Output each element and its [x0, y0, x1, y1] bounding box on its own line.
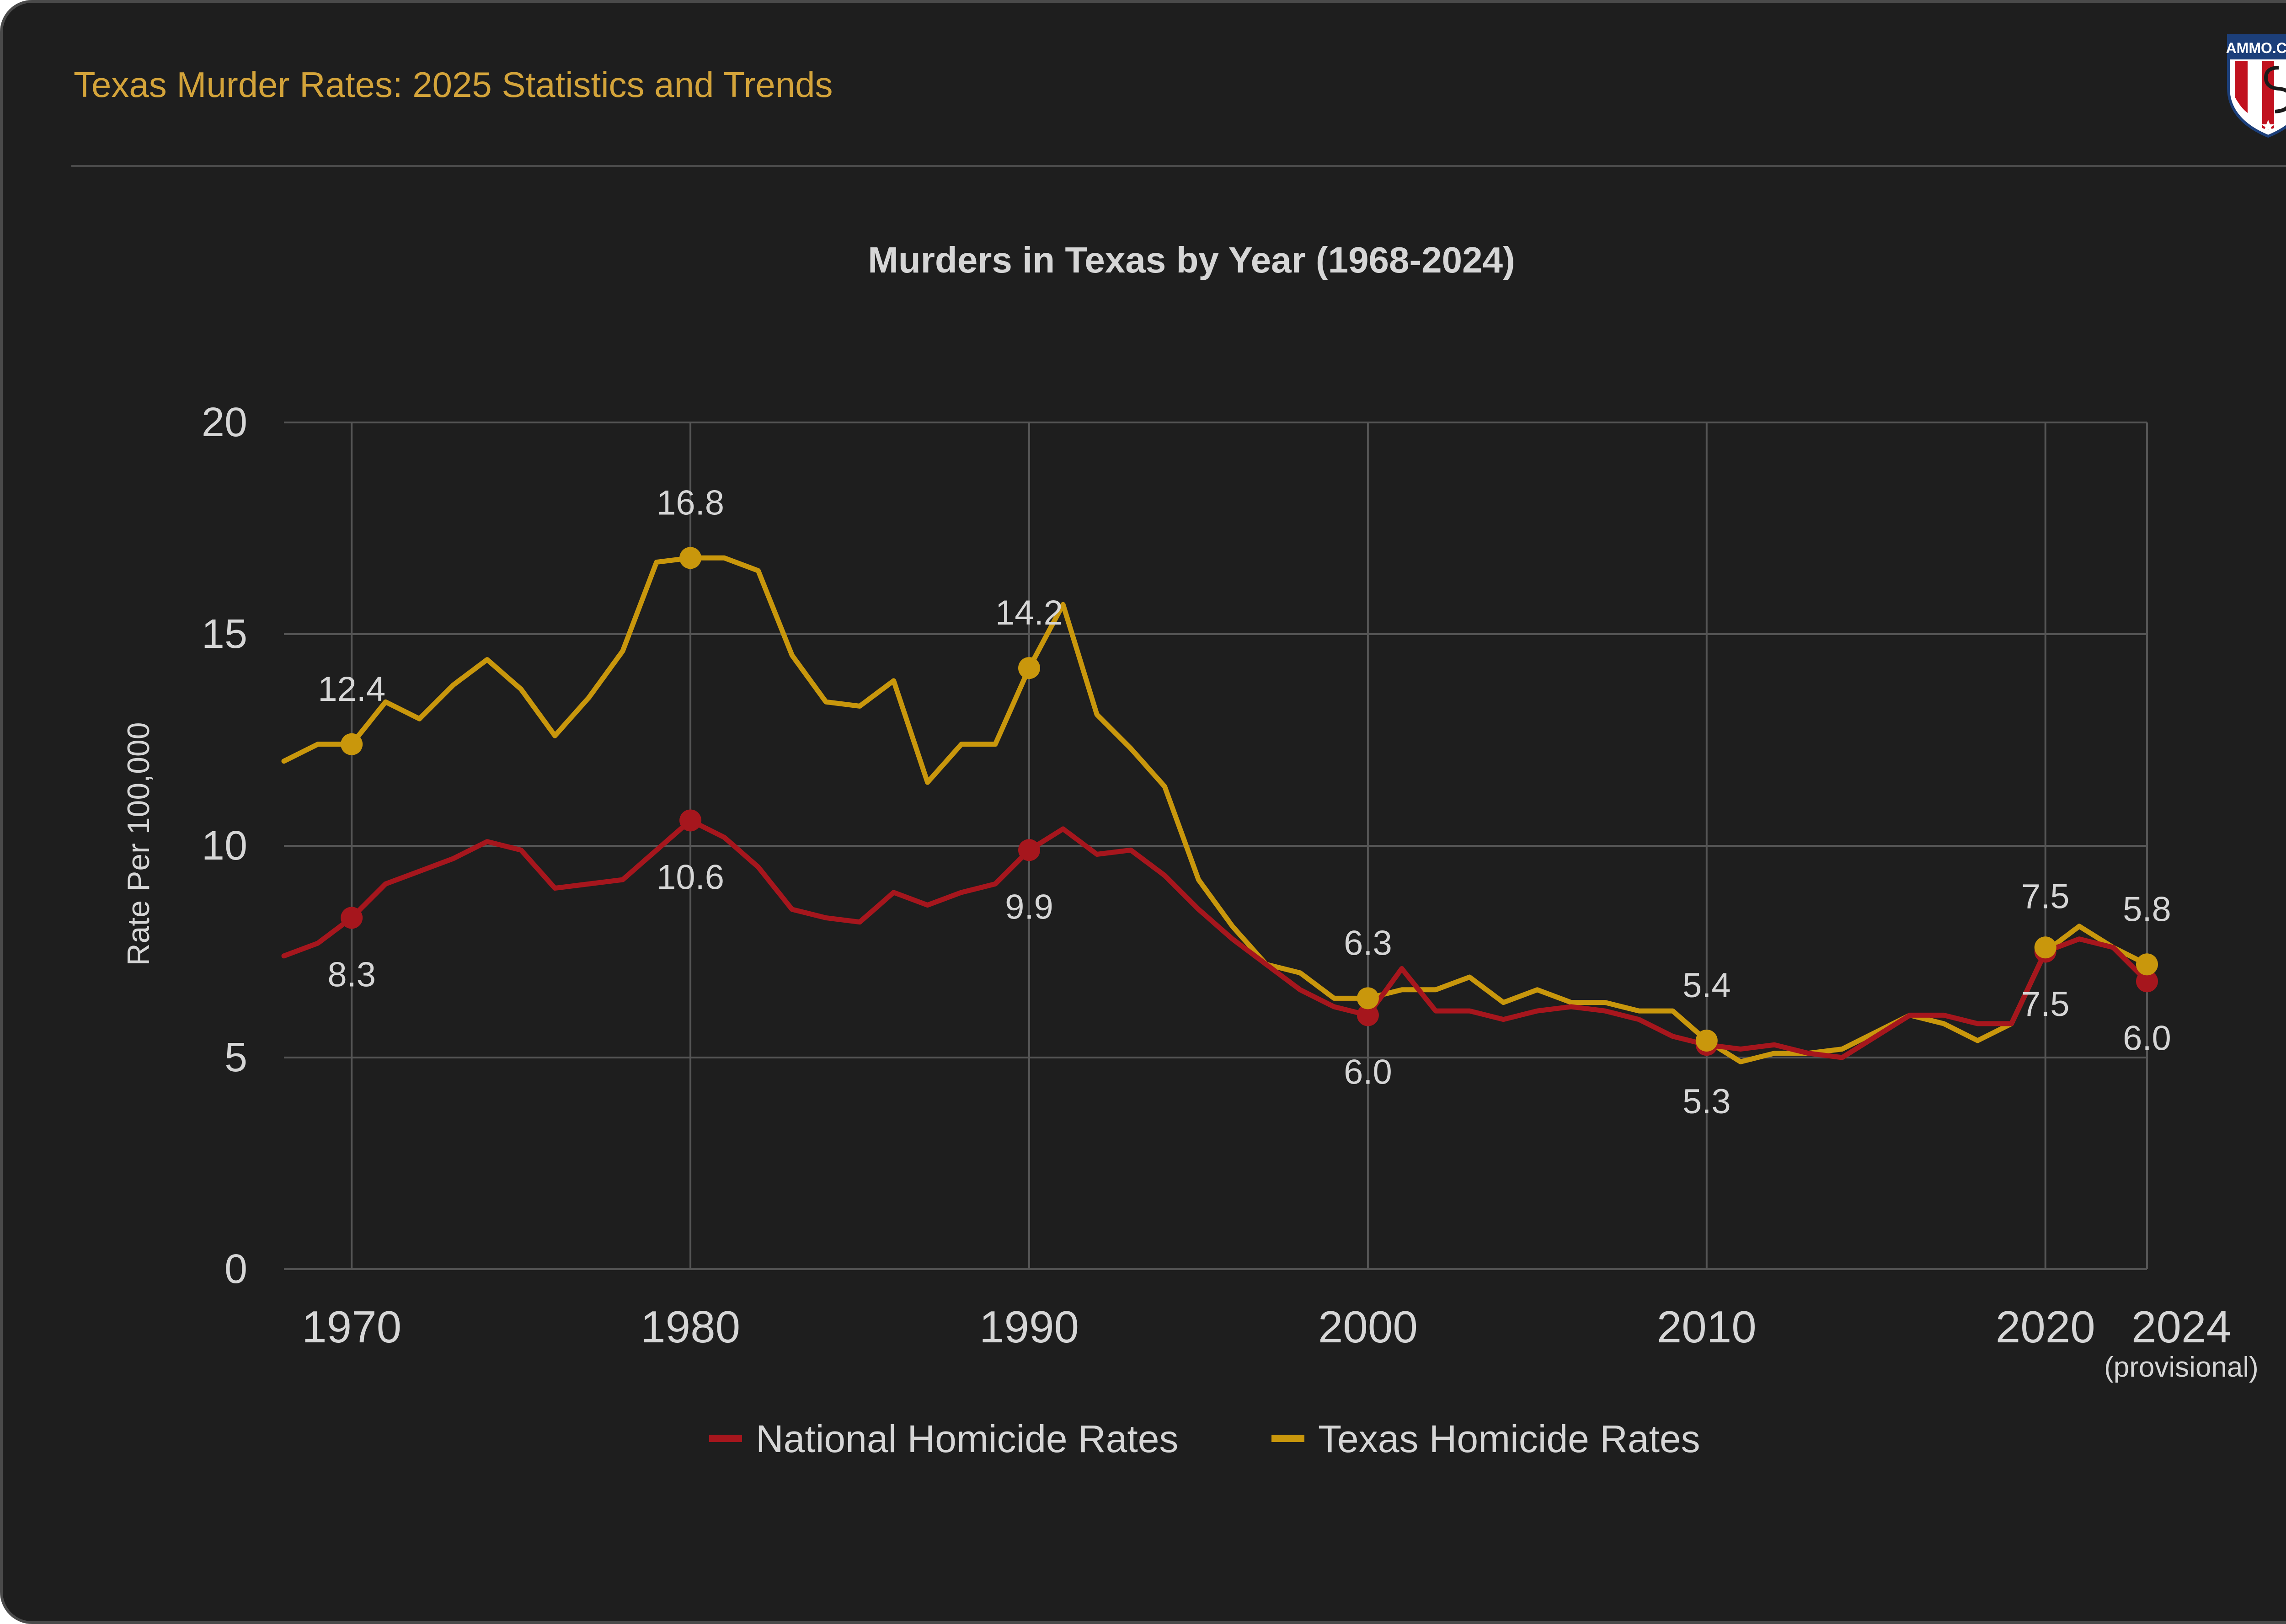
national-data-label: 5.3 — [1682, 1082, 1731, 1121]
texas-data-label: 5.4 — [1682, 966, 1731, 1005]
y-tick-label: 0 — [224, 1246, 247, 1292]
texas-data-label: 12.4 — [318, 670, 385, 709]
national-point-marker — [1018, 839, 1040, 861]
x-tick-label: 1990 — [979, 1302, 1079, 1352]
x-tick-label: 2020 — [1996, 1302, 2095, 1352]
legend-label: Texas Homicide Rates — [1318, 1417, 1700, 1460]
national-data-label: 6.0 — [1344, 1052, 1392, 1091]
header-divider — [71, 165, 2286, 167]
texas-point-marker — [2034, 936, 2056, 959]
y-tick-label: 5 — [224, 1035, 247, 1080]
texas-point-marker — [1357, 987, 1379, 1010]
national-point-marker — [2136, 970, 2158, 993]
x-tick-label: 1970 — [302, 1302, 401, 1352]
line-chart: Murders in Texas by Year (1968-2024) Rat… — [121, 240, 2259, 1460]
national-data-label: 7.5 — [2021, 877, 2070, 916]
national-series-line — [281, 817, 2150, 1060]
national-data-label: 8.3 — [327, 955, 376, 994]
x-tick-label: 2024 — [2131, 1302, 2231, 1352]
texas-data-label: 16.8 — [657, 483, 724, 522]
national-data-label: 10.6 — [657, 858, 724, 897]
national-point-marker — [341, 907, 363, 929]
texas-point-marker — [2136, 953, 2158, 976]
logo-text: AMMO.COM — [2226, 40, 2286, 56]
legend: National Homicide Rates Texas Homicide Ra… — [709, 1417, 1700, 1460]
series-lines — [281, 547, 2158, 1064]
y-tick-label: 15 — [202, 611, 247, 657]
y-tick-label: 20 — [202, 400, 247, 445]
national-point-marker — [679, 809, 702, 832]
x-tick-sublabel: (provisional) — [2104, 1352, 2259, 1383]
x-tick-label: 1980 — [641, 1302, 740, 1352]
texas-series-line — [281, 555, 2150, 1064]
legend-label: National Homicide Rates — [756, 1417, 1178, 1460]
texas-point-marker — [341, 733, 363, 755]
chart-title: Murders in Texas by Year (1968-2024) — [868, 240, 1515, 280]
national-data-label: 6.0 — [2123, 1019, 2171, 1058]
x-tick-label: 2010 — [1657, 1302, 1757, 1352]
legend-item-national: National Homicide Rates — [709, 1417, 1178, 1460]
axis-tick-labels: 0 5 10 15 20 1970 1980 1990 2000 2010 2020 2024(pro… — [202, 400, 2259, 1383]
texas-point-marker — [1695, 1029, 1718, 1052]
grid-lines — [284, 422, 2148, 1270]
y-axis-label: Rate Per 100,000 — [121, 722, 156, 966]
ammo-com-logo: AMMO.COM — [2226, 34, 2286, 138]
texas-data-label: 14.2 — [995, 593, 1063, 632]
x-tick-label: 2000 — [1318, 1302, 1418, 1352]
legend-item-texas: Texas Homicide Rates — [1271, 1417, 1700, 1460]
page-title: Texas Murder Rates: 2025 Statistics and … — [74, 64, 833, 105]
national-point-marker — [1357, 1004, 1379, 1026]
texas-data-label: 6.3 — [1344, 924, 1392, 962]
texas-point-marker — [1018, 657, 1040, 679]
texas-data-label: 5.8 — [2123, 890, 2171, 929]
data-labels: 8.3 10.6 9.9 6.0 5.3 7.5 6.0 12.4 16.8 14.2 6.3 5.4… — [318, 483, 2171, 1121]
y-tick-label: 10 — [202, 823, 247, 869]
texas-point-marker — [679, 547, 702, 569]
national-data-label: 9.9 — [1005, 887, 1053, 926]
texas-data-label: 7.5 — [2021, 985, 2070, 1024]
